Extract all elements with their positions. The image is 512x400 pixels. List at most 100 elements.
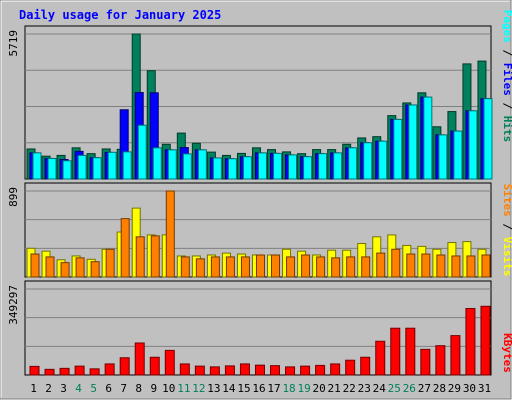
bar-sites-day-15 xyxy=(240,256,250,278)
x-tick-label-day-18: 18 xyxy=(282,382,295,395)
bar-pages-day-31 xyxy=(483,98,493,180)
bar-kbytes-day-3 xyxy=(59,367,70,376)
bar-kbytes-day-18 xyxy=(285,366,296,376)
bar-kbytes-day-30 xyxy=(465,308,476,376)
bar-kbytes-day-10 xyxy=(164,349,175,376)
bar-pages-day-7 xyxy=(122,151,132,180)
bar-pages-day-17 xyxy=(273,152,283,180)
bar-pages-day-12 xyxy=(197,149,207,180)
bar-pages-day-21 xyxy=(333,152,343,180)
bar-kbytes-day-16 xyxy=(254,364,265,376)
x-tick-label-day-17: 17 xyxy=(267,382,280,395)
bar-kbytes-day-9 xyxy=(149,356,160,376)
bar-sites-day-4 xyxy=(75,257,85,278)
bar-pages-day-9 xyxy=(152,147,162,180)
bar-sites-day-26 xyxy=(406,253,416,278)
legend-sites: Sites xyxy=(501,184,512,217)
bar-sites-day-22 xyxy=(346,256,356,278)
bar-kbytes-day-31 xyxy=(480,305,491,376)
bar-kbytes-day-13 xyxy=(209,366,220,376)
bar-pages-day-27 xyxy=(423,96,433,180)
bar-kbytes-day-21 xyxy=(330,363,341,376)
bar-pages-day-20 xyxy=(318,153,328,180)
x-tick-label-day-6: 6 xyxy=(105,382,112,395)
bar-kbytes-day-27 xyxy=(420,348,431,376)
axis-max-label: 899 xyxy=(7,187,20,207)
bottom-panel: 349297 xyxy=(7,280,492,376)
x-tick-label-day-12: 12 xyxy=(192,382,205,395)
bar-sites-day-27 xyxy=(421,253,431,278)
bar-kbytes-day-22 xyxy=(345,359,356,376)
bar-pages-day-24 xyxy=(378,140,388,180)
bar-pages-day-1 xyxy=(32,152,42,180)
bar-kbytes-day-8 xyxy=(134,342,145,376)
bar-kbytes-day-6 xyxy=(104,363,115,376)
bar-kbytes-day-7 xyxy=(119,357,130,376)
chart-title: Daily usage for January 2025 xyxy=(19,8,221,22)
bar-pages-day-30 xyxy=(468,110,478,180)
axis-max-label: 5719 xyxy=(7,30,20,57)
bar-sites-day-3 xyxy=(60,262,70,278)
bar-pages-day-28 xyxy=(438,134,448,180)
bar-sites-day-14 xyxy=(225,256,235,278)
x-tick-label-day-2: 2 xyxy=(45,382,52,395)
bar-kbytes-day-29 xyxy=(450,335,461,376)
bar-pages-day-2 xyxy=(47,157,57,180)
bar-sites-day-6 xyxy=(105,248,115,278)
bar-sites-day-23 xyxy=(361,256,371,278)
x-tick-label-day-14: 14 xyxy=(222,382,236,395)
legend-bottom: KBytes xyxy=(501,333,512,373)
bar-sites-day-10 xyxy=(165,190,175,278)
x-tick-label-day-22: 22 xyxy=(343,382,356,395)
legends: Pages / Files / Hits Sites / Visits KBytes xyxy=(501,10,512,373)
bar-kbytes-day-26 xyxy=(405,327,416,376)
bar-kbytes-day-12 xyxy=(194,365,205,376)
x-tick-label-day-24: 24 xyxy=(373,382,387,395)
legend-hits: Hits xyxy=(501,116,512,143)
x-tick-label-day-27: 27 xyxy=(418,382,431,395)
bar-pages-day-18 xyxy=(288,154,298,180)
bar-pages-day-13 xyxy=(212,157,222,180)
bar-sites-day-7 xyxy=(120,218,130,278)
bar-kbytes-day-5 xyxy=(89,368,100,376)
x-tick-label-day-3: 3 xyxy=(60,382,67,395)
bar-sites-day-24 xyxy=(376,252,386,278)
bar-sites-day-20 xyxy=(316,256,326,278)
bar-sites-day-11 xyxy=(180,256,190,278)
x-tick-label-day-31: 31 xyxy=(478,382,491,395)
bar-pages-day-10 xyxy=(167,149,177,180)
bar-sites-day-21 xyxy=(331,257,341,278)
bar-sites-day-13 xyxy=(210,256,220,278)
bar-pages-day-26 xyxy=(408,104,418,180)
bar-pages-day-29 xyxy=(453,130,463,180)
x-tick-label-day-15: 15 xyxy=(237,382,250,395)
legend-files: Files xyxy=(501,63,512,96)
bar-kbytes-day-1 xyxy=(29,365,40,376)
bar-pages-day-14 xyxy=(227,158,237,180)
legend-kbytes: KBytes xyxy=(501,333,512,373)
bar-pages-day-11 xyxy=(182,153,192,180)
bar-kbytes-day-23 xyxy=(360,356,371,376)
bar-sites-day-30 xyxy=(466,255,476,278)
bar-kbytes-day-4 xyxy=(74,365,85,376)
bar-sites-day-18 xyxy=(286,256,296,278)
x-tick-label-day-10: 10 xyxy=(162,382,175,395)
x-tick-label-day-26: 26 xyxy=(403,382,416,395)
bar-pages-day-4 xyxy=(77,154,87,180)
bar-kbytes-day-28 xyxy=(435,345,446,376)
bar-kbytes-day-19 xyxy=(300,365,311,376)
bar-pages-day-5 xyxy=(92,157,102,180)
x-tick-label-day-1: 1 xyxy=(30,382,37,395)
bar-sites-day-12 xyxy=(195,258,205,278)
bar-sites-day-17 xyxy=(271,254,281,278)
x-tick-label-day-16: 16 xyxy=(252,382,265,395)
x-tick-label-day-9: 9 xyxy=(150,382,157,395)
bar-sites-day-9 xyxy=(150,235,160,278)
legend-middle: Sites / Visits xyxy=(501,184,512,277)
x-tick-label-day-25: 25 xyxy=(388,382,401,395)
x-axis-labels: 1 2 3 4 5 6 7 8 9 10 11 12 13 14 15 16 17 18 19 20 21 22 23 24 2… xyxy=(30,382,491,395)
bar-kbytes-day-15 xyxy=(239,363,250,376)
x-tick-label-day-11: 11 xyxy=(177,382,190,395)
bar-sites-day-16 xyxy=(255,254,265,278)
